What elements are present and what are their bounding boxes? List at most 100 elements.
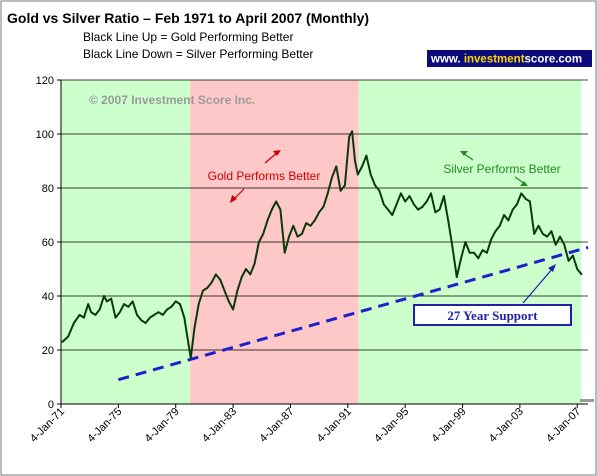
data-point [179, 303, 181, 305]
data-point [106, 300, 108, 303]
y-tick-label: 120 [36, 75, 54, 87]
data-point [356, 173, 359, 176]
data-point [170, 305, 173, 308]
gold-arrow-down [230, 188, 245, 203]
data-point [486, 251, 488, 254]
data-point [283, 251, 286, 254]
data-point [567, 260, 570, 262]
data-point [83, 316, 85, 319]
data-point [249, 273, 252, 276]
data-point [507, 219, 510, 222]
data-point [245, 268, 247, 270]
data-point [262, 233, 265, 235]
data-point [140, 319, 143, 322]
support-line-group [117, 245, 589, 382]
data-point [279, 208, 282, 211]
watermark-text: www. investmentscore.com [430, 54, 582, 66]
data-point [421, 206, 424, 208]
axes [57, 79, 588, 408]
data-point [127, 305, 130, 308]
data-point [157, 311, 160, 314]
data-point [374, 184, 376, 187]
data-point [187, 343, 190, 346]
chart-title: Gold vs Silver Ratio – Feb 1971 to April… [7, 10, 369, 26]
data-point [322, 206, 325, 208]
y-tick-label: 60 [42, 237, 54, 249]
data-point [412, 203, 415, 206]
data-point [73, 322, 75, 324]
data-point [447, 219, 450, 222]
data-point [369, 173, 372, 176]
data-point [292, 224, 295, 227]
watermark-part-score: score [525, 54, 556, 66]
data-point [339, 189, 342, 192]
data-point [378, 189, 381, 192]
data-point [223, 289, 226, 292]
y-tick-label: 100 [36, 129, 54, 141]
data-point [477, 257, 480, 260]
data-point [404, 200, 407, 203]
data-point [258, 241, 260, 243]
data-point [197, 303, 200, 305]
data-point [166, 308, 169, 311]
data-point [305, 222, 308, 225]
watermark-part-suffix: .com [555, 54, 582, 66]
data-point [387, 208, 389, 211]
data-point [318, 211, 320, 214]
data-point [118, 311, 121, 314]
data-point [153, 314, 156, 316]
series-group [61, 130, 583, 360]
chart-subtitle-line-1: Black Line Up = Gold Performing Better [83, 30, 293, 44]
data-point [563, 243, 566, 246]
data-point [240, 276, 243, 278]
data-point [490, 238, 493, 241]
support-label-text: 27 Year Support [447, 308, 538, 323]
data-point [400, 192, 402, 195]
data-point [301, 233, 303, 235]
data-point [425, 200, 428, 203]
data-point [78, 314, 81, 316]
data-point [473, 251, 475, 254]
y-tick-label: 80 [42, 183, 54, 195]
data-point [554, 243, 557, 246]
data-point [576, 268, 579, 270]
data-point [136, 314, 138, 316]
data-point [498, 224, 501, 227]
data-point [149, 316, 151, 319]
data-point [408, 195, 411, 198]
data-point [253, 262, 256, 265]
data-point [430, 192, 432, 195]
data-point [232, 308, 235, 311]
data-point [438, 208, 441, 211]
data-point [503, 214, 505, 216]
data-point [550, 230, 553, 233]
data-point [67, 335, 70, 338]
data-point [193, 327, 196, 330]
data-point [275, 200, 277, 203]
data-point [114, 316, 117, 319]
data-point [326, 192, 329, 195]
data-point [189, 357, 192, 359]
data-point [266, 219, 269, 222]
data-point [87, 303, 90, 305]
data-point [524, 197, 527, 200]
data-point [174, 300, 177, 303]
data-point [395, 203, 398, 206]
data-point [464, 241, 467, 243]
data-point [520, 192, 523, 195]
data-point [313, 219, 316, 222]
data-point [481, 249, 484, 252]
data-point [541, 233, 544, 235]
data-point [131, 300, 134, 303]
data-point [90, 311, 92, 314]
data-point [161, 314, 164, 316]
annotation-gold-performs-better: Gold Performs Better [208, 169, 321, 183]
data-point [219, 278, 222, 281]
silver-arrow-up [460, 151, 474, 161]
support-arrow [522, 264, 556, 304]
chart-drop-shadow [580, 399, 594, 402]
data-point [546, 235, 548, 238]
data-point [103, 295, 105, 297]
